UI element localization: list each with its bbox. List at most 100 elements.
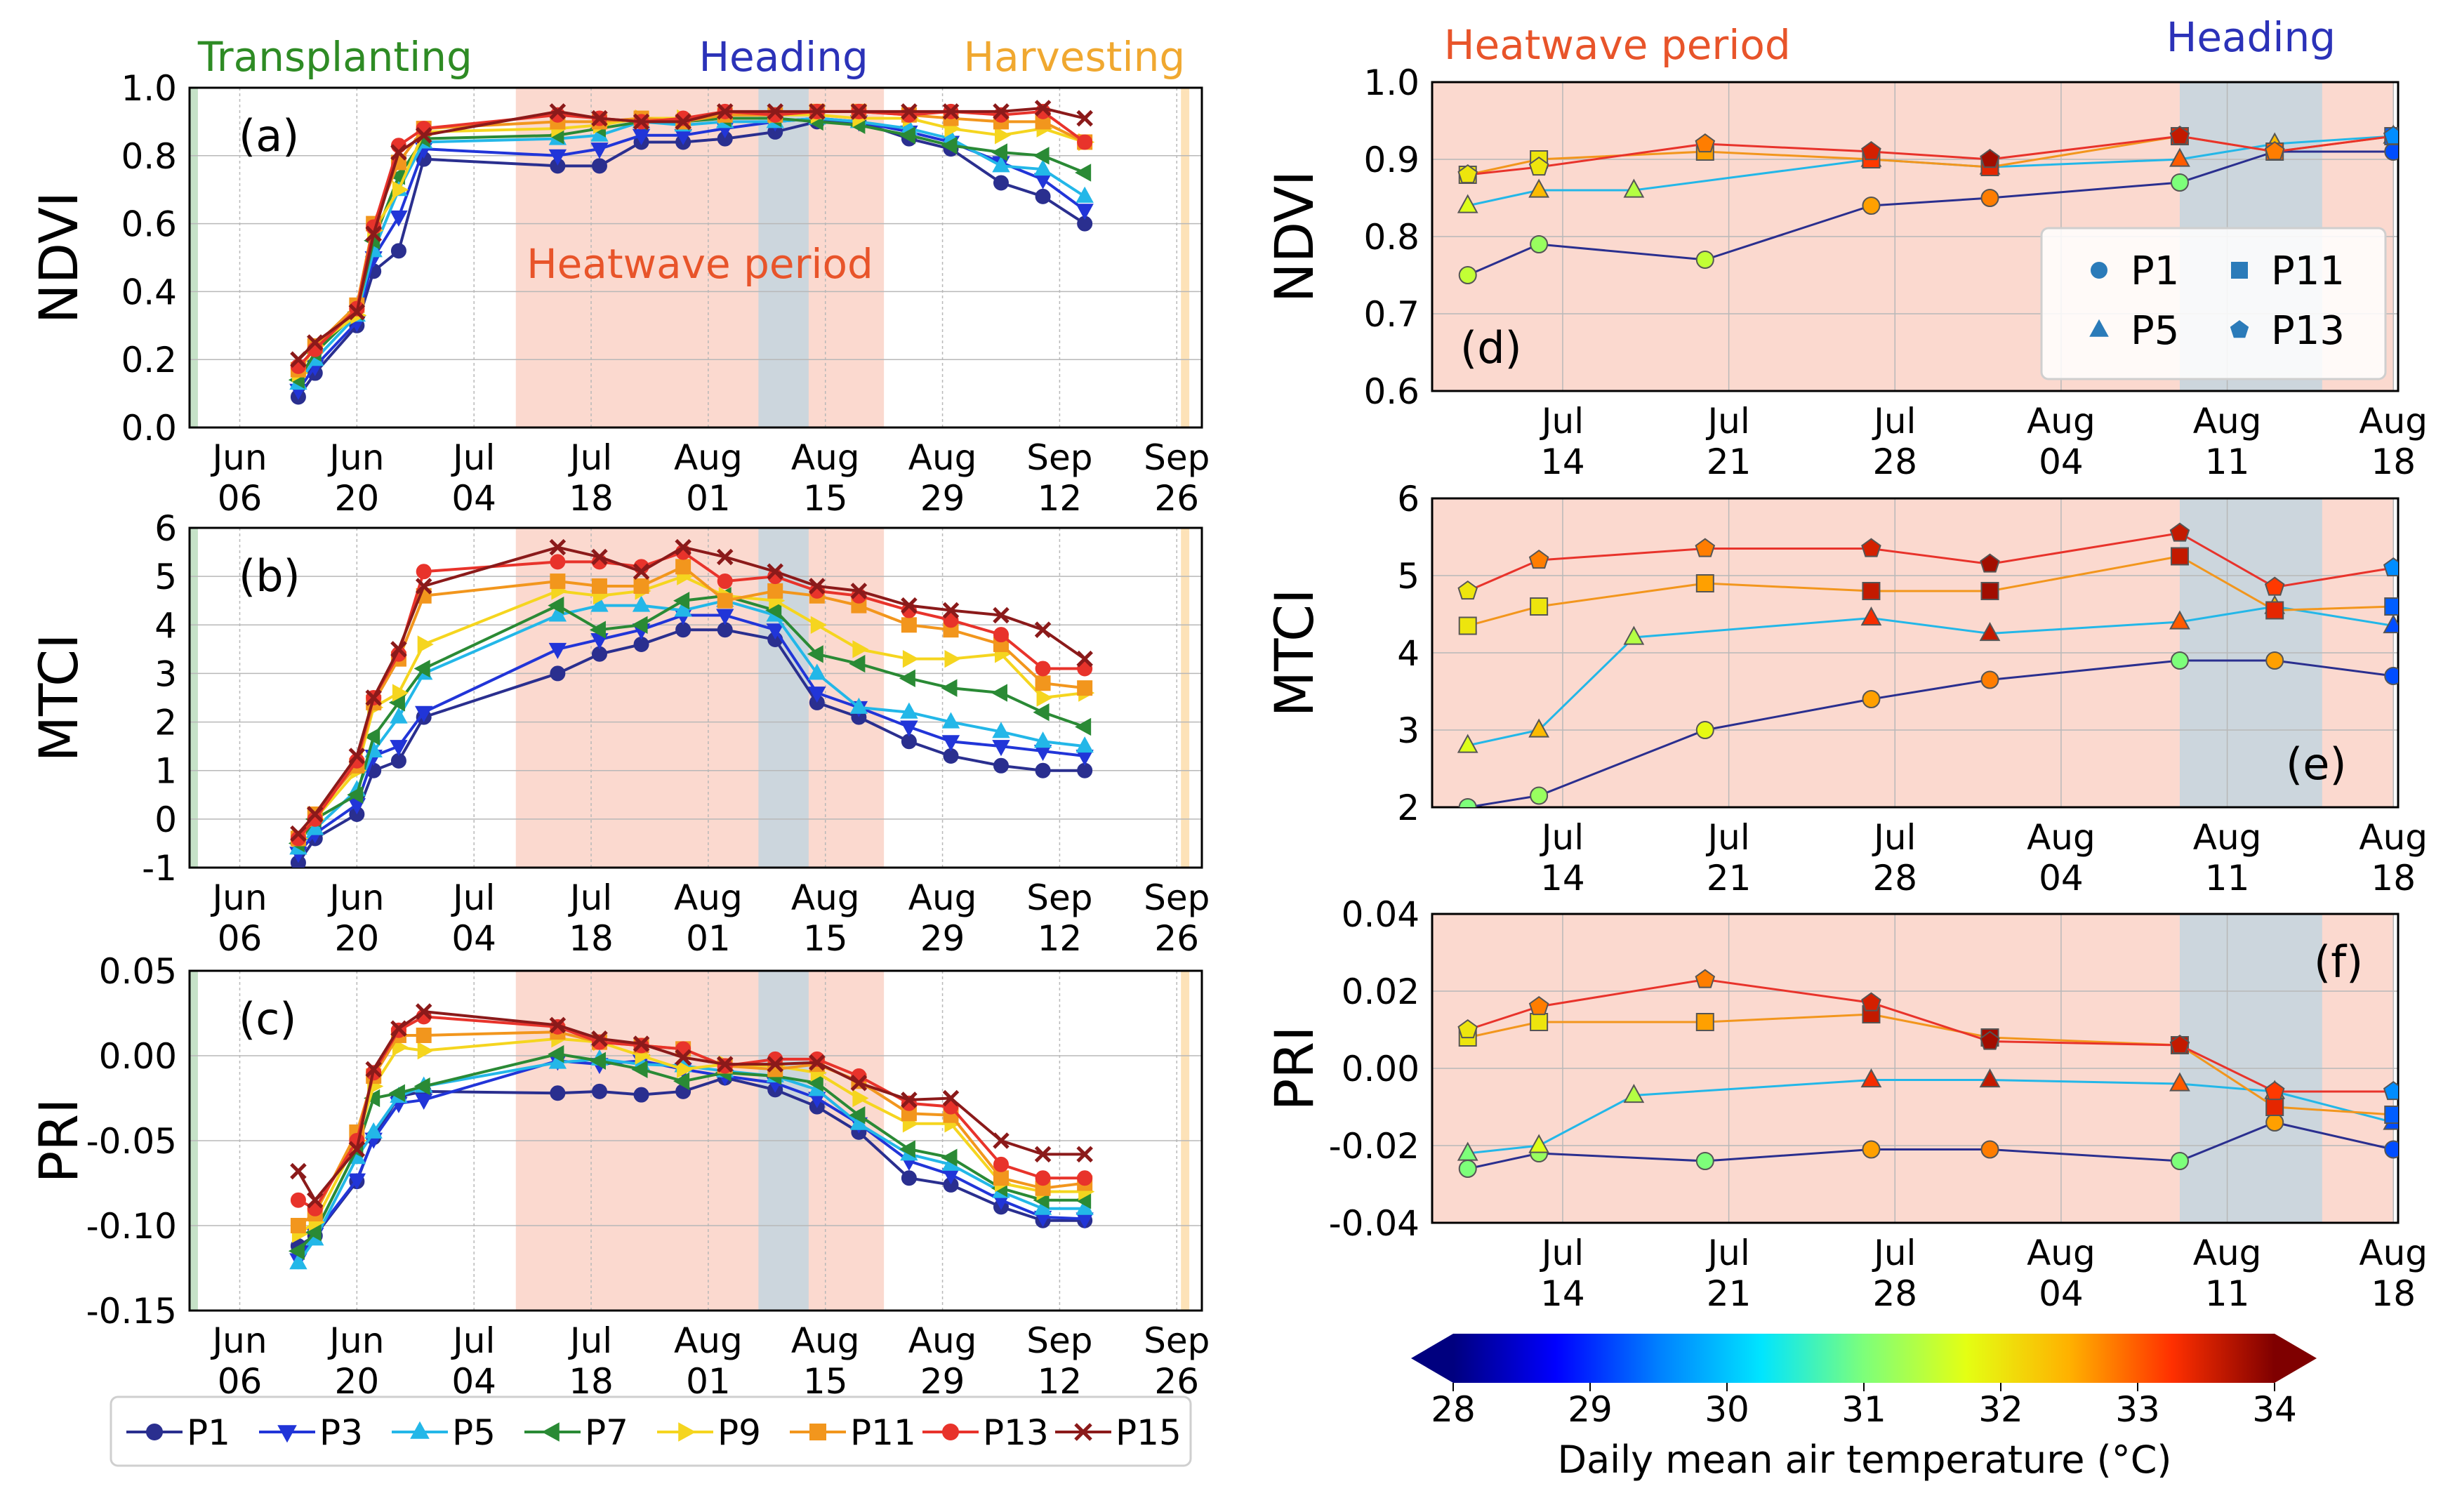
data-point-c-P15 <box>716 1056 734 1073</box>
y-tick-label: 0.2 <box>121 340 177 380</box>
data-point-d-P5 <box>2169 147 2190 167</box>
x-tick-label: 11 <box>2205 858 2250 898</box>
panel-b: -10123456Jun06Jun20Jul04Jul18Aug01Aug15A… <box>27 508 1210 959</box>
y-tick-label: 0 <box>154 800 177 840</box>
data-point-d-P13 <box>1980 148 2000 168</box>
annotation-a-3: Heatwave period <box>527 240 873 288</box>
data-point-b-P5 <box>590 595 609 612</box>
x-tick-label: 15 <box>803 1361 848 1402</box>
data-point-a-P9 <box>392 180 409 199</box>
data-point-f-P11 <box>1695 1013 1714 1031</box>
data-point-a-P7 <box>899 126 915 145</box>
data-point-f-P5 <box>1623 1084 1645 1103</box>
y-tick-label: 0.00 <box>99 1036 177 1077</box>
data-point-c-P1 <box>901 1170 917 1186</box>
data-point-f-P13 <box>1457 1019 1478 1039</box>
data-point-b-P7 <box>413 659 430 678</box>
shaded-span-a-2 <box>190 88 198 427</box>
x-tick-label: 20 <box>335 478 380 519</box>
legend-marker <box>277 1425 297 1443</box>
shaded-span-b-3 <box>1181 528 1190 868</box>
x-tick-label: Jul <box>451 437 495 478</box>
x-tick-label: 20 <box>335 918 380 959</box>
data-point-c-P15 <box>549 1016 567 1034</box>
data-point-b-P15 <box>591 548 608 566</box>
data-point-f-P1 <box>2265 1113 2284 1132</box>
right-legend: P1 P11 P5 P13 <box>2040 227 2387 380</box>
data-point-f-P5 <box>1528 1134 1550 1153</box>
data-point-f-P13 <box>2383 1080 2398 1101</box>
data-point-e-P1 <box>1695 721 1714 739</box>
x-tick-label: Aug <box>674 1320 743 1361</box>
data-point-b-P15 <box>942 602 960 619</box>
data-point-b-P9 <box>852 640 869 658</box>
x-tick-label: Aug <box>2359 401 2428 442</box>
x-tick-label: 15 <box>803 918 848 959</box>
data-point-a-P1 <box>993 175 1009 191</box>
shaded-span-a-0 <box>515 88 885 427</box>
data-point-a-P15 <box>1076 110 1093 127</box>
series-line-e-P1 <box>1467 659 2394 807</box>
data-point-c-P7 <box>388 1084 405 1102</box>
data-point-b-P13 <box>993 627 1009 643</box>
axes-frame-f <box>1431 913 2400 1224</box>
data-point-b-P13 <box>550 554 566 570</box>
data-point-b-P11 <box>675 559 691 575</box>
data-point-b-P11 <box>1035 675 1051 691</box>
data-point-b-P3 <box>766 623 784 640</box>
y-tick-label: 0.0 <box>121 408 177 449</box>
data-point-b-P9 <box>944 649 961 668</box>
data-point-d-P13 <box>1695 133 1716 153</box>
data-point-c-P15 <box>767 1056 783 1073</box>
series-group-d <box>1457 124 2398 284</box>
data-point-a-P15 <box>675 113 691 131</box>
data-point-e-P13 <box>1695 538 1716 557</box>
panel-label-d: (d) <box>1460 322 1522 373</box>
colorbar-tick-label: 34 <box>2252 1389 2297 1430</box>
x-tick-label: Aug <box>2193 401 2262 442</box>
data-point-b-P3 <box>808 687 826 703</box>
data-point-e-P11 <box>1695 574 1714 592</box>
legend-entry-P3: P3 <box>259 1412 363 1453</box>
data-point-b-P9 <box>392 684 409 702</box>
x-tick-label: Aug <box>791 1320 860 1361</box>
data-point-f-P1 <box>1862 1140 1881 1159</box>
shaded-span-b-2 <box>190 528 198 868</box>
data-point-e-P13 <box>1861 538 1881 557</box>
data-point-b-P11 <box>591 578 607 594</box>
data-point-c-P15 <box>809 1054 826 1071</box>
x-tick-label: Sep <box>1026 877 1092 918</box>
data-point-c-P7 <box>305 1223 322 1242</box>
x-tick-label: 01 <box>686 918 731 959</box>
data-point-b-P15 <box>993 606 1010 624</box>
x-tick-label: Aug <box>2359 1233 2428 1273</box>
right-legend-entry-P13: P13 <box>2230 308 2345 354</box>
x-tick-label: 26 <box>1154 918 1199 959</box>
data-point-b-P7 <box>941 679 958 697</box>
x-tick-label: 01 <box>686 478 731 519</box>
data-point-c-P15 <box>633 1035 650 1052</box>
x-tick-label: Jun <box>210 1320 267 1361</box>
data-point-a-P15 <box>415 126 432 144</box>
y-axis-label-e: MTCI <box>1263 588 1325 717</box>
y-tick-label: -0.15 <box>86 1291 177 1332</box>
colorbar-tick-label: 30 <box>1705 1389 1749 1430</box>
x-tick-label: 29 <box>920 478 965 519</box>
data-point-f-P13 <box>1980 1030 2000 1050</box>
y-axis-label-f: PRI <box>1263 1026 1325 1110</box>
x-tick-label: 18 <box>569 478 614 519</box>
y-axis-label-b: MTCI <box>27 633 90 762</box>
legend-label: P13 <box>983 1412 1049 1453</box>
x-tick-label: Jul <box>1872 401 1916 442</box>
data-point-b-P11 <box>767 583 783 599</box>
data-point-e-P5 <box>1860 606 1882 626</box>
data-point-a-P15 <box>365 225 382 242</box>
annotation-d-0: Heatwave period <box>1444 21 1791 69</box>
x-tick-label: 28 <box>1872 1273 1917 1314</box>
legend-entry-P15: P15 <box>1055 1412 1182 1453</box>
data-point-b-P7 <box>548 596 564 615</box>
data-point-b-P15 <box>290 825 307 842</box>
data-point-e-P13 <box>1980 553 2000 573</box>
data-point-a-P9 <box>994 126 1012 145</box>
x-tick-label: 06 <box>218 1361 263 1402</box>
